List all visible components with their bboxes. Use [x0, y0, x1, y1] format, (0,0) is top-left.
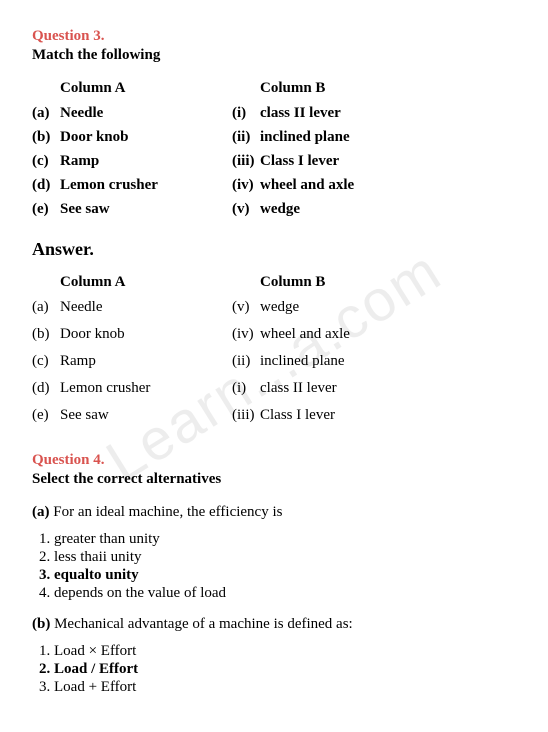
- option: Load + Effort: [54, 679, 516, 696]
- column-a-header: Column A: [32, 80, 232, 97]
- row-text: Needle: [60, 105, 103, 122]
- q3-title: Question 3.: [32, 28, 516, 45]
- option: less thaii unity: [54, 549, 516, 566]
- row-text: class II lever: [260, 380, 337, 397]
- row-text: inclined plane: [260, 129, 350, 146]
- row-text: Lemon crusher: [60, 177, 158, 194]
- q3-match-table: Column A (a)Needle (b)Door knob (c)Ramp …: [32, 80, 516, 225]
- row-tag: (ii): [232, 353, 260, 370]
- row-text: See saw: [60, 407, 109, 424]
- row-tag: (d): [32, 380, 60, 397]
- part-text: For an ideal machine, the efficiency is: [53, 504, 282, 520]
- row-tag: (iii): [232, 407, 260, 424]
- row-tag: (i): [232, 105, 260, 122]
- row-text: Door knob: [60, 326, 125, 343]
- q4-prompt: Select the correct alternatives: [32, 471, 516, 488]
- row-tag: (d): [32, 177, 60, 194]
- row-tag: (ii): [232, 129, 260, 146]
- part-text: Mechanical advantage of a machine is def…: [54, 616, 353, 632]
- row-tag: (e): [32, 201, 60, 218]
- row-tag: (b): [32, 326, 60, 343]
- row-text: inclined plane: [260, 353, 345, 370]
- row-tag: (v): [232, 299, 260, 316]
- row-tag: (e): [32, 407, 60, 424]
- row-text: wedge: [260, 299, 299, 316]
- row-tag: (iv): [232, 326, 260, 343]
- column-a-header: Column A: [32, 274, 232, 291]
- row-text: Door knob: [60, 129, 129, 146]
- row-tag: (v): [232, 201, 260, 218]
- q4-part-a: (a) For an ideal machine, the efficiency…: [32, 504, 516, 521]
- q4b-options: Load × Effort Load / Effort Load + Effor…: [54, 643, 516, 696]
- q3-prompt: Match the following: [32, 47, 516, 64]
- row-text: Ramp: [60, 153, 99, 170]
- row-text: class II lever: [260, 105, 341, 122]
- row-tag: (c): [32, 353, 60, 370]
- row-text: See saw: [60, 201, 110, 218]
- row-text: Ramp: [60, 353, 96, 370]
- row-tag: (a): [32, 299, 60, 316]
- option: depends on the value of load: [54, 585, 516, 602]
- row-text: Needle: [60, 299, 102, 316]
- q3-answer-table: Column A (a)Needle (b)Door knob (c)Ramp …: [32, 274, 516, 434]
- q4-part-b: (b) Mechanical advantage of a machine is…: [32, 616, 516, 633]
- option-correct: equalto unity: [54, 567, 516, 584]
- row-text: wedge: [260, 201, 300, 218]
- row-text: Class I lever: [260, 407, 335, 424]
- part-tag: (a): [32, 504, 50, 520]
- row-text: Lemon crusher: [60, 380, 150, 397]
- column-b-header: Column B: [232, 274, 452, 291]
- row-tag: (c): [32, 153, 60, 170]
- row-tag: (b): [32, 129, 60, 146]
- column-b-header: Column B: [232, 80, 452, 97]
- part-tag: (b): [32, 616, 50, 632]
- option: Load × Effort: [54, 643, 516, 660]
- row-text: wheel and axle: [260, 177, 354, 194]
- row-text: wheel and axle: [260, 326, 350, 343]
- row-tag: (iii): [232, 153, 260, 170]
- option: greater than unity: [54, 531, 516, 548]
- answer-heading: Answer.: [32, 239, 516, 260]
- q4-title: Question 4.: [32, 452, 516, 469]
- row-tag: (i): [232, 380, 260, 397]
- option-correct: Load / Effort: [54, 661, 516, 678]
- row-text: Class I lever: [260, 153, 339, 170]
- row-tag: (iv): [232, 177, 260, 194]
- row-tag: (a): [32, 105, 60, 122]
- q4a-options: greater than unity less thaii unity equa…: [54, 531, 516, 602]
